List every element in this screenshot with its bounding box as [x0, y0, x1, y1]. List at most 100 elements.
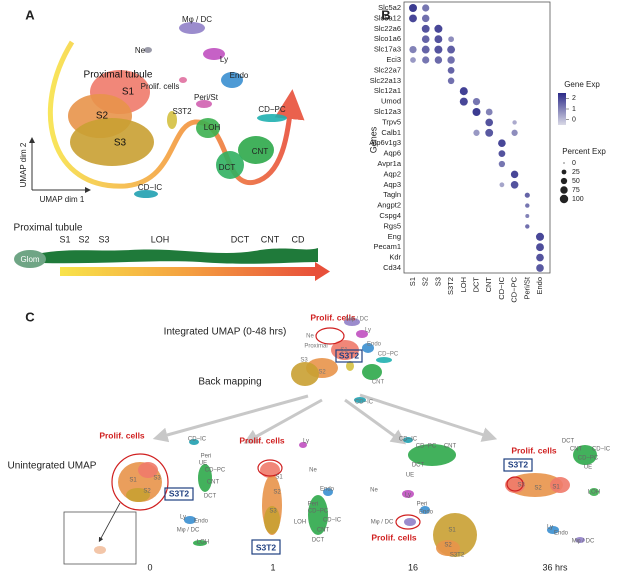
cluster-label: S2: [444, 543, 452, 549]
cluster-label: Mφ / DC: [371, 520, 394, 526]
cluster-label: CD−IC: [138, 183, 162, 192]
cluster-label: CD−PC: [205, 468, 226, 474]
cluster-label: S2: [143, 489, 151, 495]
cluster-label: CD−PC: [308, 509, 329, 515]
cluster-blob: [184, 516, 196, 524]
cluster-blob: [196, 100, 212, 108]
cluster-blob: [420, 506, 430, 514]
cluster-label: Prolif. cells: [141, 82, 180, 91]
cluster-blob: [376, 357, 392, 363]
cluster-blob: [260, 462, 280, 478]
cluster-label: Ly: [180, 515, 186, 521]
cluster-label: CNT: [570, 447, 583, 453]
dot: [422, 4, 430, 12]
cluster-blob: [291, 362, 319, 386]
size-key-label: 100: [572, 196, 584, 203]
cluster-blob: [323, 488, 333, 496]
cluster-label: Endo: [535, 277, 544, 295]
cluster-label: CD−IC: [355, 400, 374, 406]
cluster-blob: [221, 72, 243, 88]
callout-box: [251, 539, 281, 555]
segment-label: CD: [292, 234, 305, 244]
timepoint-label: 36 hrs: [542, 562, 568, 572]
dot: [499, 182, 505, 188]
size-key: [559, 194, 569, 204]
timepoint-label: 0: [147, 562, 152, 572]
dot: [498, 160, 506, 168]
dot: [447, 67, 455, 74]
colorbar-tick-label: 1: [572, 106, 576, 113]
cluster-label: CD−IC: [399, 437, 418, 443]
gene-label: Pecam1: [373, 242, 401, 251]
inset-frame: [63, 511, 137, 565]
cluster-blob: [196, 118, 220, 138]
cluster-label: CD−IC: [323, 518, 342, 524]
dot: [536, 243, 544, 252]
dot: [498, 150, 506, 157]
cluster-label: Ne: [306, 334, 314, 340]
panel-a-art: [14, 40, 330, 281]
cluster-blob: [203, 48, 225, 60]
cluster-blob: [193, 540, 207, 546]
dot: [448, 36, 454, 43]
cluster-blob: [573, 445, 597, 465]
cluster-label: Ly: [220, 55, 228, 64]
dot: [535, 232, 545, 241]
cluster-label: UE: [199, 461, 207, 467]
gene-label: Slc5a12: [374, 13, 401, 22]
cluster-label: Mφ / DC: [182, 15, 212, 24]
cluster-label: S1: [408, 277, 417, 286]
callout: S3T2: [256, 542, 277, 552]
cluster-label: Ly: [547, 525, 553, 531]
gene-label: Calb1: [381, 128, 401, 137]
cluster-blob: [408, 444, 456, 466]
cluster-blob: [94, 546, 106, 554]
cluster-blob: [264, 506, 280, 534]
trajectory-title: Proximal tubule: [14, 223, 83, 234]
segment-label: LOH: [151, 234, 170, 244]
cluster-label: Endo: [230, 71, 249, 80]
dot: [459, 87, 468, 96]
callout-circle: [111, 453, 169, 511]
cluster-label: CNT: [317, 528, 330, 534]
dot: [510, 170, 519, 179]
callout-circle: [315, 327, 345, 345]
cluster-label: Endo: [194, 519, 209, 525]
size-key: [563, 162, 565, 164]
cluster-label: CD−PC: [416, 444, 437, 450]
cluster-label: Mφ / DC: [572, 539, 595, 545]
cluster-label: Ne: [309, 468, 317, 474]
gene-label: Aqp6: [383, 149, 401, 158]
cluster-label: DCT: [204, 494, 217, 500]
origin-label: Glom: [20, 255, 39, 264]
cluster-blob: [356, 330, 368, 338]
gene-label: Atp6v1g3: [369, 138, 401, 147]
gene-label: Trpv5: [382, 117, 401, 126]
cluster-label: Ne: [370, 488, 378, 494]
cluster-label: S1: [129, 478, 137, 484]
gene-label: Slc22a13: [370, 76, 401, 85]
size-key: [560, 177, 568, 185]
cluster-label: S1: [122, 87, 135, 98]
cluster-blob: [134, 190, 158, 198]
cluster-label: DCT: [471, 277, 480, 293]
cluster-label: DCT: [562, 439, 575, 445]
cluster-label: Mφ / DC: [346, 317, 369, 323]
cluster-blob: [550, 477, 570, 493]
cluster-label: DCT: [312, 538, 325, 544]
cluster-label: LOH: [588, 490, 600, 496]
dot: [447, 45, 456, 54]
segment-label: CNT: [261, 234, 280, 244]
dot: [536, 264, 544, 272]
dot: [434, 45, 443, 54]
callout-box: [164, 487, 194, 501]
gene-label: Slc12a1: [374, 86, 401, 95]
cluster-label: DCT: [219, 163, 236, 172]
callout: S3T2: [169, 488, 190, 498]
timepoint-label: 16: [408, 562, 418, 572]
dot: [408, 3, 418, 13]
cluster-label: S3T2: [446, 277, 455, 295]
cluster-blob: [238, 136, 274, 164]
panel-letter: B: [381, 7, 390, 22]
cluster-label: S2: [273, 490, 281, 496]
